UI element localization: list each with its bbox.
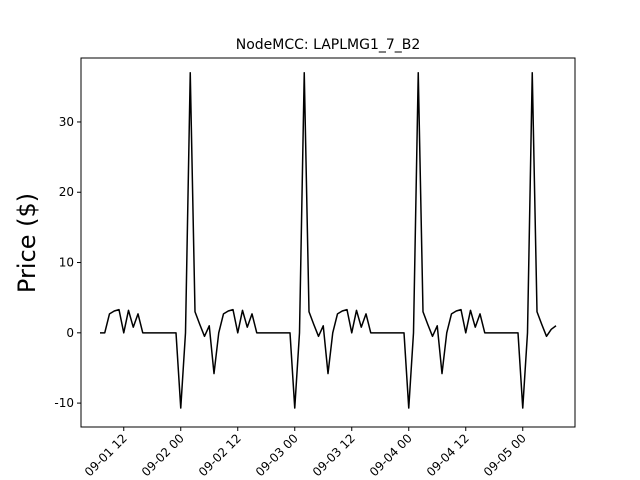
y-tick-label: 10 <box>59 256 74 270</box>
y-tick-label: 20 <box>59 185 74 199</box>
line <box>100 72 557 409</box>
plot-frame <box>80 57 576 428</box>
y-tick-label: 30 <box>59 115 74 129</box>
chart-title: NodeMCC: LAPLMG1_7_B2 <box>236 37 421 53</box>
y-tick-label: 0 <box>66 326 74 340</box>
y-axis-label: Price ($) <box>13 193 41 293</box>
y-tick-label: -10 <box>54 396 74 410</box>
